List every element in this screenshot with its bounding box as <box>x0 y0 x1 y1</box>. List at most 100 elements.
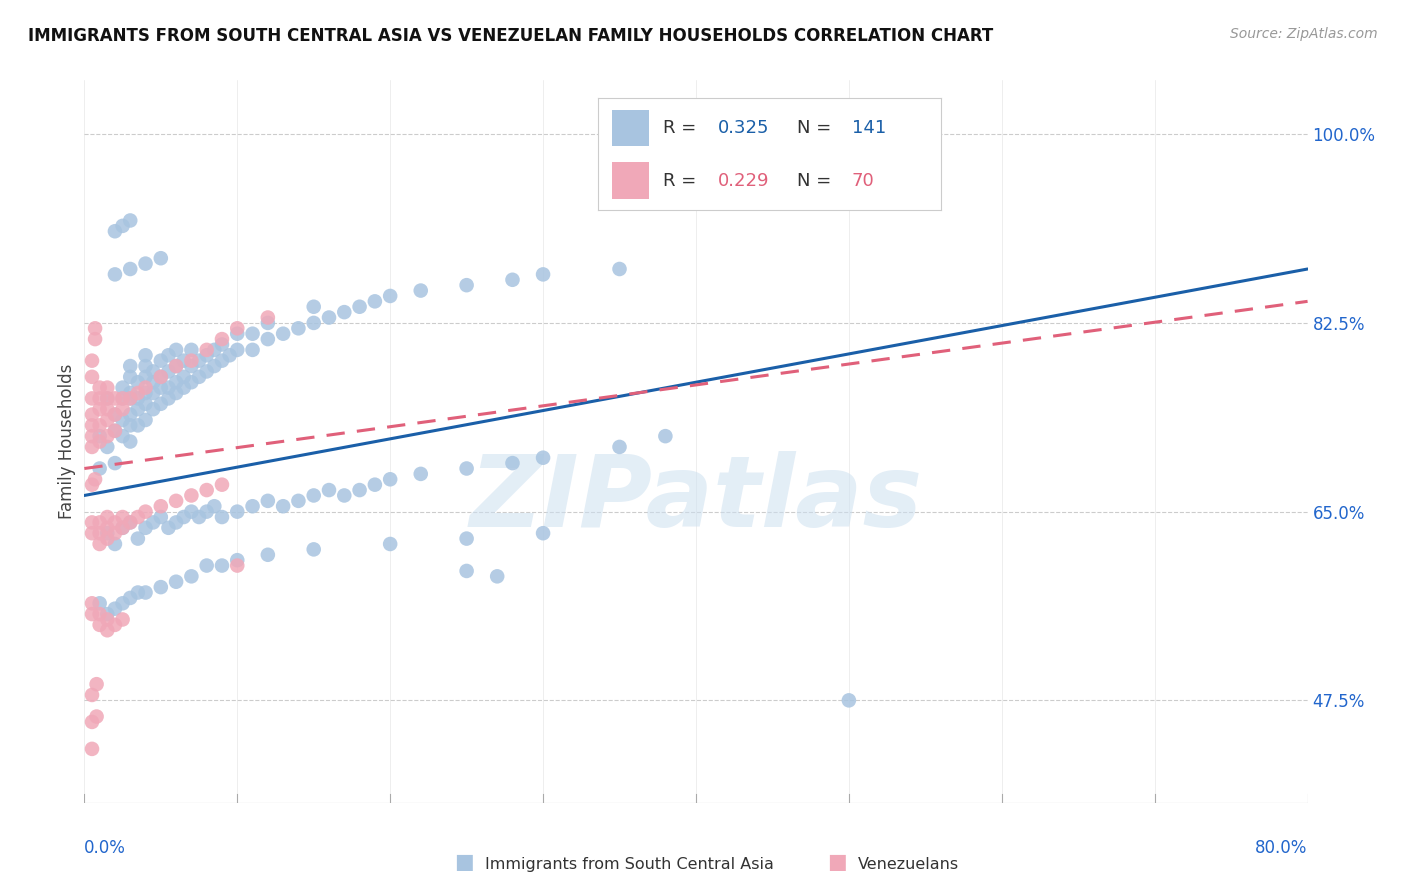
Text: IMMIGRANTS FROM SOUTH CENTRAL ASIA VS VENEZUELAN FAMILY HOUSEHOLDS CORRELATION C: IMMIGRANTS FROM SOUTH CENTRAL ASIA VS VE… <box>28 27 994 45</box>
Point <box>135 521 157 535</box>
Point <box>226 553 249 567</box>
Point <box>111 413 134 427</box>
Point <box>188 510 211 524</box>
Point <box>157 521 180 535</box>
Point <box>120 262 142 277</box>
Point <box>96 607 118 621</box>
Point <box>180 505 202 519</box>
Point <box>80 714 103 729</box>
Point <box>96 392 118 406</box>
Point <box>120 369 142 384</box>
Point <box>127 532 149 546</box>
Point <box>135 348 157 362</box>
Point <box>242 326 264 341</box>
Point <box>104 268 127 282</box>
Point <box>111 392 134 406</box>
Point <box>380 537 402 551</box>
Point <box>302 488 325 502</box>
Point <box>838 693 860 707</box>
Point <box>531 268 554 282</box>
Point <box>609 440 631 454</box>
Point <box>135 381 157 395</box>
Point <box>96 510 118 524</box>
Point <box>165 516 187 530</box>
Point <box>609 262 631 277</box>
Text: 80.0%: 80.0% <box>1256 838 1308 857</box>
Point <box>211 510 233 524</box>
Point <box>96 440 118 454</box>
Point <box>165 493 187 508</box>
Point <box>111 521 134 535</box>
Point <box>456 564 478 578</box>
Point <box>456 278 478 293</box>
Point <box>180 343 202 357</box>
Text: Venezuelans: Venezuelans <box>858 857 959 872</box>
Point <box>333 488 356 502</box>
Point <box>257 493 280 508</box>
Point <box>242 500 264 514</box>
Point <box>104 424 127 438</box>
Point <box>120 591 142 605</box>
Point <box>409 284 432 298</box>
Point <box>120 213 142 227</box>
Point <box>96 521 118 535</box>
Point <box>302 300 325 314</box>
Point <box>211 477 233 491</box>
Point <box>89 392 111 406</box>
Point <box>135 585 157 599</box>
Point <box>104 392 127 406</box>
Point <box>142 402 165 417</box>
Point <box>333 305 356 319</box>
Point <box>364 294 387 309</box>
Point <box>111 510 134 524</box>
Point <box>180 359 202 373</box>
Point <box>188 353 211 368</box>
Point <box>157 381 180 395</box>
Point <box>271 326 294 341</box>
Point <box>89 516 111 530</box>
Point <box>456 461 478 475</box>
Point <box>157 348 180 362</box>
Point <box>80 516 103 530</box>
Point <box>218 348 240 362</box>
Point <box>80 477 103 491</box>
Point <box>111 402 134 417</box>
Point <box>127 585 149 599</box>
Point <box>165 386 187 401</box>
Point <box>202 500 225 514</box>
Point <box>104 601 127 615</box>
Point <box>318 310 340 325</box>
Point <box>104 456 127 470</box>
Point <box>135 359 157 373</box>
Point <box>157 364 180 378</box>
Point <box>89 434 111 449</box>
Point <box>180 488 202 502</box>
Point <box>202 359 225 373</box>
Point <box>89 418 111 433</box>
Point <box>226 558 249 573</box>
Point <box>80 742 103 756</box>
Point <box>127 510 149 524</box>
Point <box>80 596 103 610</box>
Point <box>104 408 127 422</box>
Point <box>120 386 142 401</box>
Point <box>89 402 111 417</box>
Point <box>120 516 142 530</box>
Point <box>89 381 111 395</box>
Point <box>89 461 111 475</box>
Point <box>86 709 108 723</box>
Point <box>135 397 157 411</box>
Point <box>195 364 218 378</box>
Point <box>111 429 134 443</box>
Point <box>80 392 103 406</box>
Point <box>173 381 195 395</box>
Point <box>173 369 195 384</box>
Point <box>120 418 142 433</box>
Point <box>149 251 172 265</box>
Point <box>195 558 218 573</box>
Point <box>142 516 165 530</box>
Point <box>120 408 142 422</box>
Point <box>96 532 118 546</box>
Point <box>287 321 309 335</box>
Point <box>380 472 402 486</box>
